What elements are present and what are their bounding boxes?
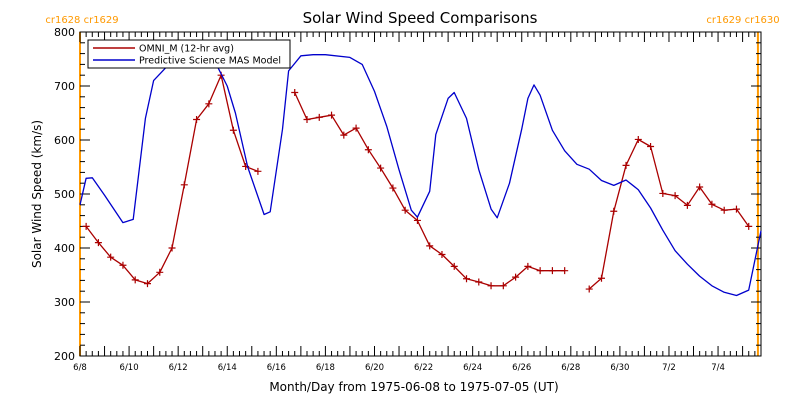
y-tick-label: 600 [54, 134, 75, 147]
series-0-point [328, 111, 336, 119]
series-0-point [671, 192, 679, 200]
x-tick-label: 6/28 [561, 363, 580, 373]
series-0-point [585, 285, 593, 293]
series-0-point [119, 261, 127, 269]
x-tick-label: 6/16 [267, 363, 286, 373]
x-tick-label: 6/14 [218, 363, 237, 373]
series-0-point [229, 126, 237, 134]
series-0-point [205, 100, 213, 108]
series-0-point [463, 275, 471, 283]
series-0-point [622, 161, 630, 169]
series-0-point [696, 183, 704, 191]
legend-label-omni: OMNI_M (12-hr avg) [139, 44, 234, 55]
series-0-point [413, 216, 421, 224]
x-tick-label: 6/18 [316, 363, 335, 373]
series-0-point [364, 146, 372, 154]
y-tick-label: 400 [54, 242, 75, 255]
chart-title: Solar Wind Speed Comparisons [303, 9, 538, 27]
series-0-point [254, 167, 262, 175]
series-0-point [720, 206, 728, 214]
series-0-point [512, 273, 520, 281]
x-axis-label: Month/Day from 1975-06-08 to 1975-07-05 … [269, 380, 558, 394]
rotation-label-right: cr1629 cr1630 [706, 15, 779, 26]
legend: OMNI_M (12-hr avg) Predictive Science MA… [87, 39, 291, 69]
series-0-point [107, 253, 115, 261]
series-0-point [597, 274, 605, 282]
series-0-point [659, 189, 667, 197]
series-0-point [82, 222, 90, 230]
series-0-point [450, 262, 458, 270]
series-0-point [94, 239, 102, 247]
series-0-point [475, 278, 483, 286]
y-tick-label: 200 [54, 350, 75, 363]
series-0-point [426, 242, 434, 250]
y-axis: 200 300 400 500 600 700 800 [54, 26, 761, 363]
x-tick-label: 6/20 [365, 363, 384, 373]
series-0-point [315, 113, 323, 121]
series-0-point [156, 268, 164, 276]
series-0-point [340, 131, 348, 139]
series-0-line-segment-2 [588, 138, 750, 290]
series-0-point [168, 244, 176, 252]
series-0-point [499, 282, 507, 290]
series-0-point [732, 205, 740, 213]
y-axis-label: Solar Wind Speed (km/s) [30, 120, 44, 268]
series-0-point [352, 124, 360, 132]
series-0-point [548, 267, 556, 275]
x-tick-label: 6/8 [73, 363, 87, 373]
series-0-point [524, 262, 532, 270]
series-0-point [683, 201, 691, 209]
series-0-point [634, 135, 642, 143]
x-tick-label: 6/22 [414, 363, 433, 373]
x-tick-label: 6/24 [463, 363, 482, 373]
rotation-label-left: cr1628 cr1629 [45, 15, 118, 26]
series-0-point [610, 207, 618, 215]
series-0-point [389, 184, 397, 192]
x-tick-label: 6/12 [169, 363, 188, 373]
series-0-point [131, 276, 139, 284]
series-0-point [561, 267, 569, 275]
x-tick-label: 7/4 [711, 363, 725, 373]
series-0-point [708, 200, 716, 208]
series-0-point [438, 250, 446, 258]
series-0-point [401, 206, 409, 214]
y-tick-label: 300 [54, 296, 75, 309]
series-0-point [193, 115, 201, 123]
legend-box [87, 39, 291, 69]
series-0-point [143, 280, 151, 288]
legend-label-mas: Predictive Science MAS Model [139, 56, 281, 67]
x-tick-label: 6/26 [512, 363, 531, 373]
y-tick-label: 800 [54, 26, 75, 39]
x-tick-label: 6/10 [120, 363, 139, 373]
y-tick-label: 500 [54, 188, 75, 201]
series-0-point [745, 222, 753, 230]
x-tick-label: 7/2 [662, 363, 676, 373]
series-0-point [536, 267, 544, 275]
series-0-point [291, 88, 299, 96]
series-0-point [647, 142, 655, 150]
x-tick-label: 6/30 [610, 363, 629, 373]
series-0-point [487, 282, 495, 290]
y-tick-label: 700 [54, 80, 75, 93]
series-0-point [180, 181, 188, 189]
series-0-point [303, 115, 311, 123]
series-0-point [377, 164, 385, 172]
